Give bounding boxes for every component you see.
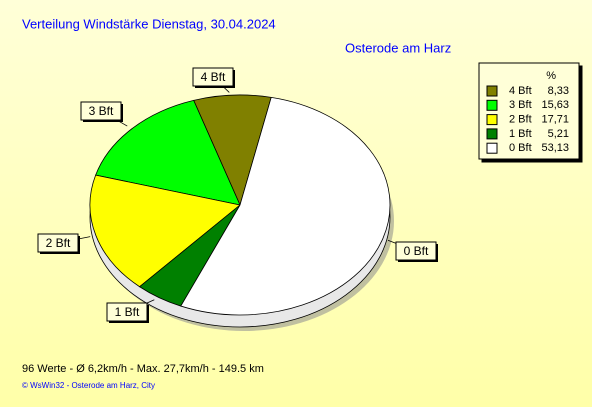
legend-swatch [486, 142, 498, 154]
legend-header: % [546, 70, 556, 82]
legend-swatch [486, 128, 498, 140]
chart-title: Verteilung Windstärke Dienstag, 30.04.20… [22, 16, 276, 31]
slice-label: 1 Bft [115, 305, 140, 319]
legend-label: 1 Bft [509, 128, 532, 140]
label-box [395, 241, 437, 261]
pie-slice [89, 174, 241, 288]
slice-label: 0 Bft [404, 244, 429, 258]
label-box [192, 67, 234, 87]
legend-swatch [486, 85, 498, 97]
legend-value: 8,33 [548, 85, 569, 97]
slice-label: 2 Bft [46, 236, 71, 250]
label-box [106, 302, 148, 322]
legend-swatch [486, 99, 498, 111]
chart-subtitle: Osterode am Harz [345, 40, 451, 55]
legend-value: 5,21 [548, 128, 569, 140]
legend: % [478, 62, 583, 163]
footer: 96 Werte - Ø 6,2km/h - Max. 27,7km/h - 1… [22, 363, 264, 375]
slice-label: 3 Bft [89, 104, 114, 118]
pie-slice [180, 96, 391, 316]
slice-label: 4 Bft [201, 70, 226, 84]
label-box [80, 101, 122, 121]
credit: © WsWin32 - Osterode am Harz, City [22, 381, 155, 390]
legend-value: 17,71 [541, 114, 569, 126]
legend-label: 2 Bft [509, 114, 532, 126]
legend-value: 53,13 [541, 142, 569, 154]
legend-label: 4 Bft [509, 85, 532, 97]
label-box [37, 233, 79, 253]
pie-slice [95, 99, 241, 206]
legend-swatch [486, 114, 498, 126]
legend-label: 3 Bft [509, 99, 532, 111]
legend-value: 15,63 [541, 99, 569, 111]
legend-label: 0 Bft [509, 142, 532, 154]
